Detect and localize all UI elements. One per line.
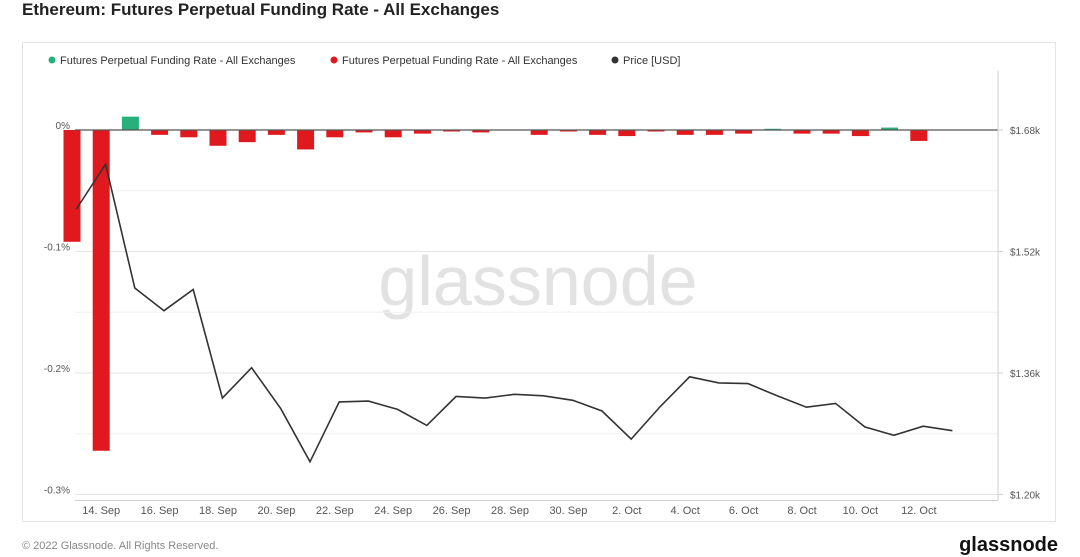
- funding-bar-negative: [559, 130, 577, 132]
- page-title: Ethereum: Futures Perpetual Funding Rate…: [22, 0, 500, 19]
- funding-bar-negative: [472, 130, 490, 133]
- x-tick-label: 2. Oct: [612, 505, 641, 517]
- funding-bar-negative: [384, 130, 402, 138]
- chart-frame: glassnode 0% -0.1% -0.2% -0.3% $1.68k $1.52k $…: [22, 42, 1056, 522]
- funding-bar-negative: [63, 130, 81, 242]
- legend-label[interactable]: Futures Perpetual Funding Rate - All Exc…: [342, 55, 578, 67]
- x-tick-label: 4. Oct: [671, 505, 700, 517]
- right-tick-label: $1.36k: [1010, 369, 1041, 380]
- funding-bars: [63, 116, 998, 451]
- funding-bar-negative: [238, 130, 256, 143]
- funding-bar-negative: [822, 130, 840, 134]
- legend-marker: [611, 56, 619, 64]
- x-tick-label: 30. Sep: [549, 505, 587, 517]
- grid-lines: [75, 129, 998, 495]
- legend-marker: [330, 56, 338, 64]
- funding-bar-negative: [910, 130, 928, 141]
- funding-bar-negative: [589, 130, 607, 135]
- funding-bar-negative: [326, 130, 344, 138]
- x-tick-label: 24. Sep: [374, 505, 412, 517]
- price-line-group: [75, 162, 953, 464]
- x-tick-label: 28. Sep: [491, 505, 529, 517]
- x-tick-label: 16. Sep: [141, 505, 179, 517]
- funding-bar-negative: [676, 130, 694, 135]
- x-tick-label: 14. Sep: [82, 505, 120, 517]
- footer-copyright: © 2022 Glassnode. All Rights Reserved.: [22, 540, 219, 552]
- funding-bar-negative: [92, 130, 110, 451]
- funding-bar-negative: [530, 130, 548, 135]
- funding-bar-negative: [355, 130, 373, 133]
- watermark: glassnode: [378, 242, 697, 320]
- funding-rate-chart: glassnode 0% -0.1% -0.2% -0.3% $1.68k $1.52k $…: [44, 55, 1041, 517]
- funding-bar-positive: [881, 127, 899, 130]
- legend: Futures Perpetual Funding Rate - All Exc…: [48, 55, 680, 67]
- funding-bar-negative: [209, 130, 227, 146]
- funding-bar-negative: [647, 130, 665, 132]
- left-tick-label: -0.2%: [44, 364, 70, 375]
- left-tick-label: 0%: [56, 121, 71, 132]
- axes: 0% -0.1% -0.2% -0.3% $1.68k $1.52k $1.36k $1.20…: [44, 71, 1041, 517]
- funding-bar-positive: [121, 116, 139, 130]
- legend-label[interactable]: Futures Perpetual Funding Rate - All Exc…: [60, 55, 296, 67]
- funding-bar-negative: [443, 130, 461, 132]
- funding-bar-negative: [267, 130, 285, 135]
- right-tick-label: $1.52k: [1010, 248, 1041, 259]
- footer-logo: glassnode: [959, 534, 1058, 556]
- funding-bar-negative: [151, 130, 169, 135]
- funding-bar-negative: [793, 130, 811, 134]
- x-tick-label: 8. Oct: [787, 505, 816, 517]
- funding-bar-negative: [618, 130, 636, 137]
- x-tick-label: 20. Sep: [257, 505, 295, 517]
- left-tick-label: -0.1%: [44, 243, 70, 254]
- price-line: [75, 162, 953, 464]
- right-tick-label: $1.68k: [1010, 126, 1041, 137]
- x-tick-label: 10. Oct: [843, 505, 878, 517]
- x-tick-label: 12. Oct: [901, 505, 936, 517]
- left-tick-label: -0.3%: [44, 486, 70, 497]
- right-tick-label: $1.20k: [1010, 491, 1041, 502]
- funding-bar-negative: [413, 130, 431, 134]
- x-tick-label: 22. Sep: [316, 505, 354, 517]
- x-tick-label: 26. Sep: [433, 505, 471, 517]
- x-tick-label: 18. Sep: [199, 505, 237, 517]
- legend-label[interactable]: Price [USD]: [623, 55, 680, 67]
- x-tick-label: 6. Oct: [729, 505, 758, 517]
- funding-bar-negative: [851, 130, 869, 137]
- funding-bar-negative: [180, 130, 198, 138]
- legend-marker: [48, 56, 56, 64]
- funding-bar-negative: [735, 130, 753, 134]
- funding-bar-negative: [297, 130, 315, 150]
- funding-bar-negative: [705, 130, 723, 135]
